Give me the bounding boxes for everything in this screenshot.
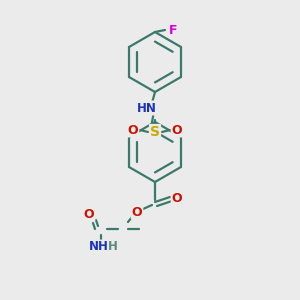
Text: F: F [169, 23, 177, 37]
Text: H: H [108, 241, 118, 254]
Text: S: S [150, 125, 160, 139]
Text: O: O [172, 191, 182, 205]
Text: O: O [132, 206, 142, 218]
Text: O: O [172, 124, 182, 136]
Text: O: O [84, 208, 94, 220]
Text: O: O [128, 124, 138, 136]
Text: NH: NH [89, 241, 109, 254]
Text: HN: HN [137, 101, 157, 115]
